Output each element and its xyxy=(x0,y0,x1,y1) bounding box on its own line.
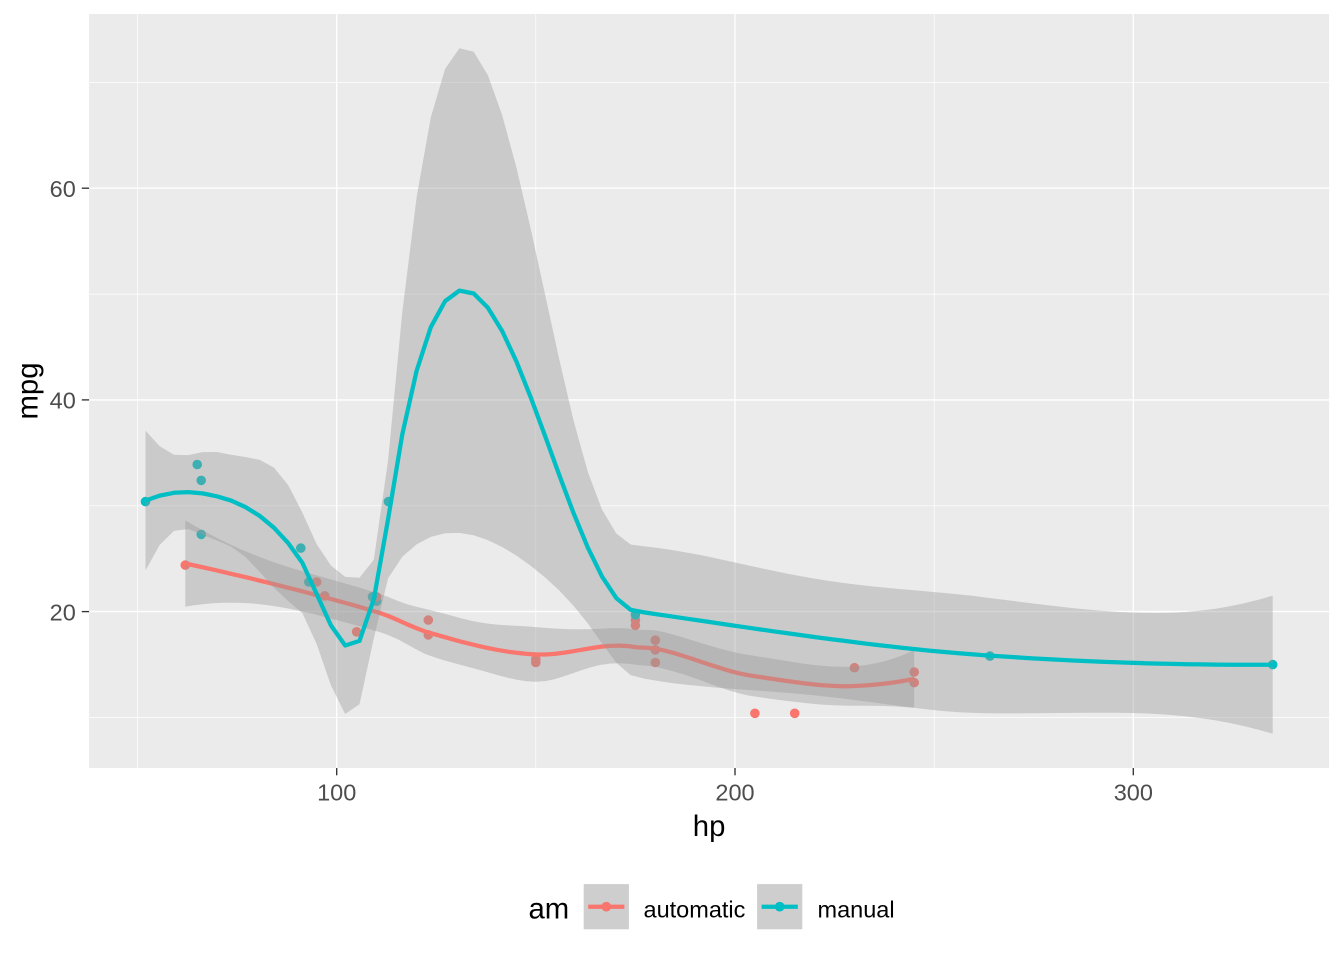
svg-text:200: 200 xyxy=(715,780,754,806)
svg-text:am: am xyxy=(529,893,570,926)
svg-text:mpg: mpg xyxy=(12,363,45,420)
svg-text:20: 20 xyxy=(50,599,76,625)
svg-text:300: 300 xyxy=(1114,780,1153,806)
svg-text:hp: hp xyxy=(693,810,726,843)
svg-text:automatic: automatic xyxy=(644,897,746,923)
svg-text:manual: manual xyxy=(818,897,895,923)
svg-text:60: 60 xyxy=(50,176,76,202)
svg-text:40: 40 xyxy=(50,388,76,414)
svg-text:100: 100 xyxy=(317,780,356,806)
